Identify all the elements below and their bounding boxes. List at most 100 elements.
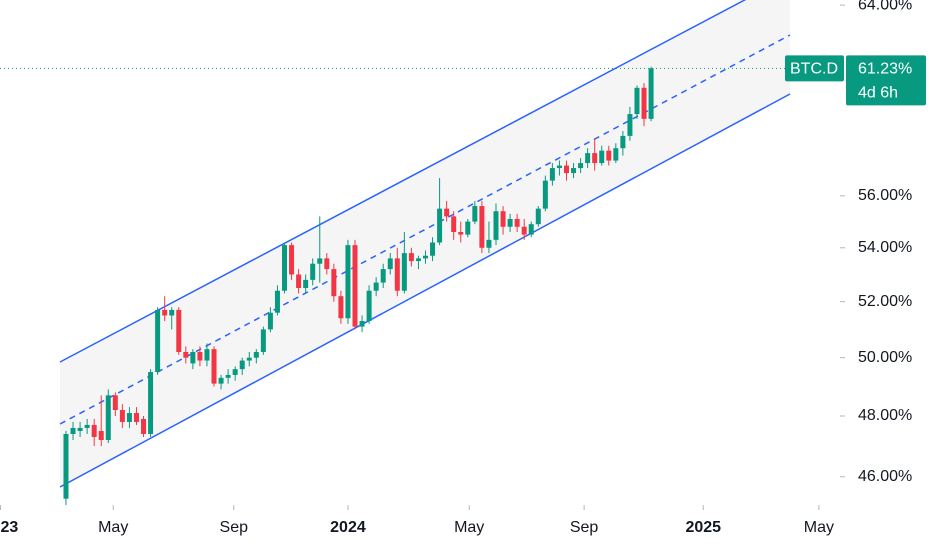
candle-body	[218, 377, 224, 384]
candle-body	[380, 269, 386, 283]
candle-body	[91, 424, 97, 437]
candle-body	[260, 329, 266, 352]
y-tick-label: 48.00%	[858, 407, 912, 424]
candle-body	[190, 351, 196, 364]
candle-body	[556, 165, 562, 169]
candle-body	[507, 218, 513, 227]
candle-body	[366, 290, 372, 322]
candle-body	[359, 321, 365, 327]
candle-body	[345, 245, 351, 319]
y-tick-label: 50.00%	[858, 349, 912, 366]
candle-body	[500, 211, 506, 227]
candle-body	[197, 351, 203, 361]
candle-body	[486, 239, 492, 248]
candle-body	[387, 258, 393, 270]
candle-body	[479, 206, 485, 248]
candle-body	[98, 430, 104, 440]
y-tick-label: 54.00%	[858, 239, 912, 256]
candle-body	[239, 360, 245, 370]
candle-body	[394, 258, 400, 291]
candle-body	[331, 269, 337, 297]
candle-body	[70, 427, 76, 434]
candle-body	[338, 296, 344, 319]
candle-body	[148, 372, 154, 434]
candle-body	[84, 424, 90, 428]
candle-body	[422, 255, 428, 259]
x-tick-label: May	[98, 519, 128, 536]
symbol-label: BTC.D	[790, 61, 838, 78]
candle-body	[613, 148, 619, 161]
candle-body	[585, 153, 591, 164]
channel-lower	[59, 93, 791, 488]
candle-body	[599, 150, 605, 164]
x-tick-label: 2025	[685, 519, 721, 536]
candle-body	[465, 221, 471, 235]
candle-body	[133, 413, 139, 422]
candle-body	[620, 135, 626, 149]
candle-body	[373, 282, 379, 291]
candle-body	[267, 312, 273, 330]
candles	[63, 66, 654, 505]
candle-body	[401, 253, 407, 291]
y-tick-label: 52.00%	[858, 293, 912, 310]
x-tick-label: 2023	[0, 519, 18, 536]
candle-body	[563, 165, 569, 174]
candle-body	[289, 245, 295, 275]
candle-body	[112, 395, 118, 411]
candle-body	[246, 357, 252, 361]
candle-body	[162, 309, 168, 316]
candle-body	[458, 231, 464, 235]
candle-body	[528, 224, 534, 235]
candle-body	[176, 309, 182, 352]
candle-body	[310, 263, 316, 280]
y-tick-label: 64.00%	[858, 0, 912, 13]
y-tick-label: 46.00%	[858, 468, 912, 485]
candle-body	[141, 418, 147, 434]
candle-body	[317, 258, 323, 264]
candle-body	[641, 87, 647, 119]
candle-body	[472, 206, 478, 222]
candle-body	[571, 168, 577, 174]
x-tick-label: 2024	[330, 519, 366, 536]
candle-body	[225, 374, 231, 378]
candle-body	[303, 279, 309, 289]
price-badge	[846, 55, 926, 106]
candle-body	[63, 433, 69, 499]
candle-body	[437, 208, 443, 243]
x-tick-label: Sep	[570, 519, 599, 536]
channel-middle	[59, 34, 791, 425]
x-tick-label: Sep	[220, 519, 249, 536]
candle-body	[521, 226, 527, 235]
candle-body	[415, 258, 421, 262]
overlay: 46.00% 48.00% 50.00% 52.00% 54.00% 56.00% 64.0…	[0, 0, 926, 536]
candle-body	[578, 163, 584, 169]
x-tick-label: May	[454, 519, 484, 536]
symbol-badge	[785, 55, 844, 82]
price-label: 61.23%	[858, 61, 912, 78]
candle-body	[253, 351, 259, 358]
candle-body	[627, 114, 633, 136]
candle-body	[282, 245, 288, 291]
candle-body	[126, 413, 132, 422]
candle-body	[155, 309, 161, 373]
candle-body	[542, 180, 548, 209]
candle-body	[408, 253, 414, 262]
candle-body	[324, 258, 330, 270]
x-tick-label: May	[804, 519, 834, 536]
candle-body	[274, 290, 280, 313]
candle-body	[451, 216, 457, 232]
candle-body	[119, 410, 125, 422]
candle-body	[296, 274, 302, 289]
candle-body	[211, 349, 217, 384]
candle-body	[606, 150, 612, 161]
candle-body	[535, 208, 541, 225]
candle-body	[493, 211, 499, 240]
candle-body	[634, 87, 640, 115]
y-tick-label: 56.00%	[858, 187, 912, 204]
candle-body	[232, 369, 238, 375]
candle-body	[352, 245, 358, 327]
channel-upper	[59, 0, 747, 363]
